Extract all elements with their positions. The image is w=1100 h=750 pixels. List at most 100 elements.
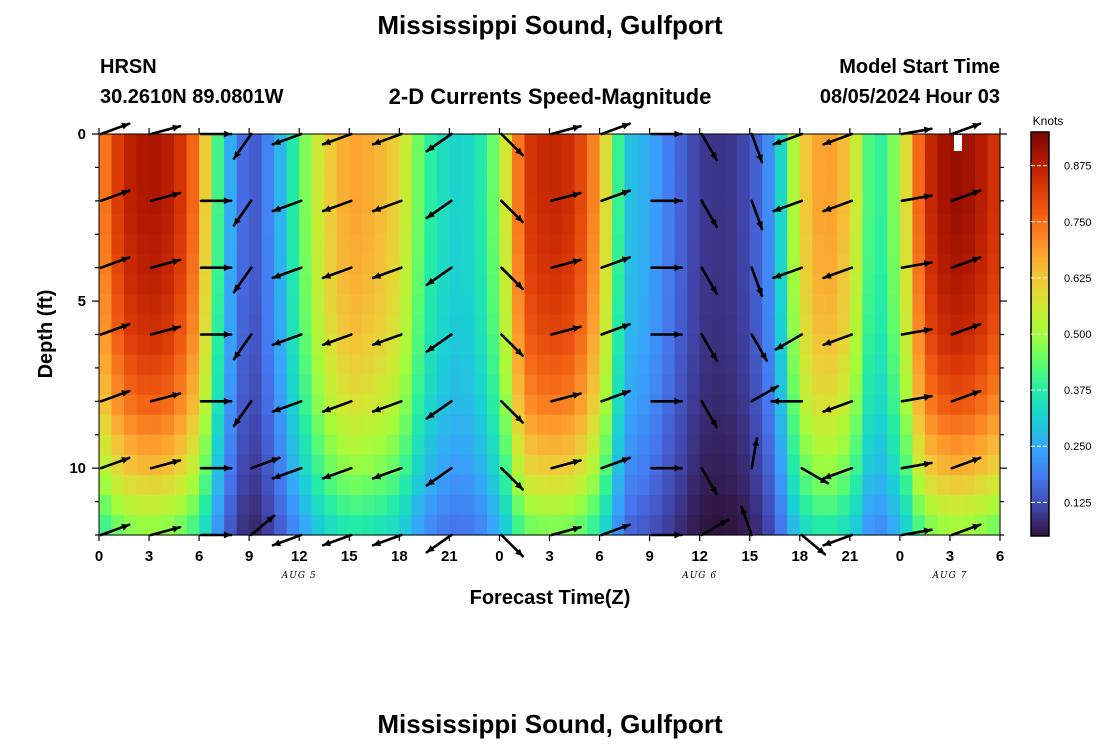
heatmap-cell (824, 214, 838, 235)
colorbar-tick-label: 0.750 (1064, 217, 1092, 229)
heatmap-cell (674, 134, 688, 155)
heatmap-cell (361, 374, 375, 396)
vector-head (223, 331, 232, 338)
heatmap-cell (724, 474, 738, 496)
heatmap-cell (474, 494, 488, 516)
heatmap-cell (199, 354, 213, 376)
heatmap-cell (912, 474, 926, 496)
current-vector (900, 460, 933, 470)
heatmap-cell (261, 414, 275, 436)
heatmap-cell (574, 314, 588, 336)
vector-head (823, 339, 832, 346)
heatmap-cell (336, 274, 350, 295)
heatmap-cell (612, 234, 626, 255)
heatmap-cell (987, 494, 1001, 516)
heatmap-cell (449, 214, 463, 235)
heatmap-cell (687, 174, 701, 195)
heatmap-cell (824, 514, 838, 536)
y-tick-label: 10 (69, 460, 86, 477)
heatmap-cell (787, 394, 801, 416)
vector-head (972, 122, 981, 130)
heatmap-cell (111, 214, 125, 235)
heatmap-cell (687, 474, 701, 496)
vector-head (572, 458, 581, 466)
heatmap-cell (186, 394, 200, 416)
heatmap-cell (687, 494, 701, 516)
heatmap-cell (199, 454, 213, 476)
heatmap-cell (662, 414, 676, 436)
heatmap-cell (649, 454, 663, 476)
heatmap-cell (849, 134, 863, 155)
heatmap-cell (612, 334, 626, 356)
heatmap-cell (724, 274, 738, 295)
heatmap-cell (624, 214, 638, 235)
heatmap-cell (862, 214, 876, 235)
heatmap-cell (361, 234, 375, 255)
heatmap-cell (699, 294, 713, 316)
heatmap-cell (924, 494, 939, 516)
heatmap-cell (524, 194, 538, 215)
heatmap-cell (962, 134, 976, 155)
heatmap-cell (724, 234, 738, 255)
heatmap-cell (274, 354, 288, 376)
heatmap-cell (236, 314, 250, 336)
heatmap-cell (637, 234, 651, 255)
heatmap-cell (962, 174, 976, 195)
heatmap-cell (937, 514, 951, 536)
heatmap-cell (899, 354, 913, 376)
heatmap-cell (336, 414, 350, 436)
heatmap-cell (311, 214, 325, 235)
heatmap-cell (461, 454, 476, 476)
current-vector (950, 456, 982, 470)
heatmap-cell (286, 234, 300, 255)
heatmap-cell (712, 254, 726, 275)
heatmap-cell (624, 274, 638, 295)
vector-head (373, 539, 382, 547)
heatmap-cell (199, 374, 213, 396)
vector-head (172, 392, 180, 399)
current-vector (199, 264, 233, 272)
heatmap-cell (374, 214, 388, 235)
heatmap-cell (699, 254, 713, 275)
heatmap-cell (549, 514, 563, 536)
heatmap-cell (111, 334, 125, 356)
heatmap-cell (124, 314, 138, 336)
heatmap-cell (224, 214, 238, 235)
vector-head (972, 189, 981, 197)
model-start-time: 08/05/2024 Hour 03 (819, 86, 1000, 108)
heatmap-cell (574, 334, 588, 356)
heatmap-cell (874, 514, 888, 536)
heatmap-cell (399, 394, 413, 416)
x-axis-label: Forecast Time(Z) (470, 587, 631, 609)
heatmap-cell (987, 354, 1001, 376)
heatmap-cell (562, 414, 576, 436)
heatmap-cell (274, 434, 288, 456)
current-vector (700, 333, 719, 362)
heatmap-cell (411, 494, 425, 516)
heatmap-cell (299, 354, 313, 376)
heatmap-cell (149, 214, 163, 235)
current-vector (149, 392, 182, 403)
heatmap-cell (461, 234, 476, 255)
vector-head (972, 523, 981, 531)
heatmap-cell (299, 494, 313, 516)
heatmap-cell (349, 294, 363, 316)
heatmap-cell (449, 514, 463, 536)
vector-head (773, 205, 782, 212)
heatmap-cell (687, 514, 701, 536)
heatmap-cell (687, 454, 701, 476)
heatmap-cell (349, 394, 363, 416)
heatmap-cell (124, 274, 138, 295)
heatmap-cell (724, 174, 738, 195)
heatmap-cell (987, 234, 1001, 255)
heatmap-cell (361, 154, 375, 175)
heatmap-cell (299, 474, 313, 496)
heatmap-cell (361, 294, 375, 316)
heatmap-cell (261, 134, 275, 155)
heatmap-cell (662, 514, 676, 536)
heatmap-cell (349, 374, 363, 396)
heatmap-cell (587, 374, 601, 396)
heatmap-cell (862, 394, 876, 416)
current-vector (149, 191, 182, 203)
heatmap-cell (174, 334, 188, 356)
